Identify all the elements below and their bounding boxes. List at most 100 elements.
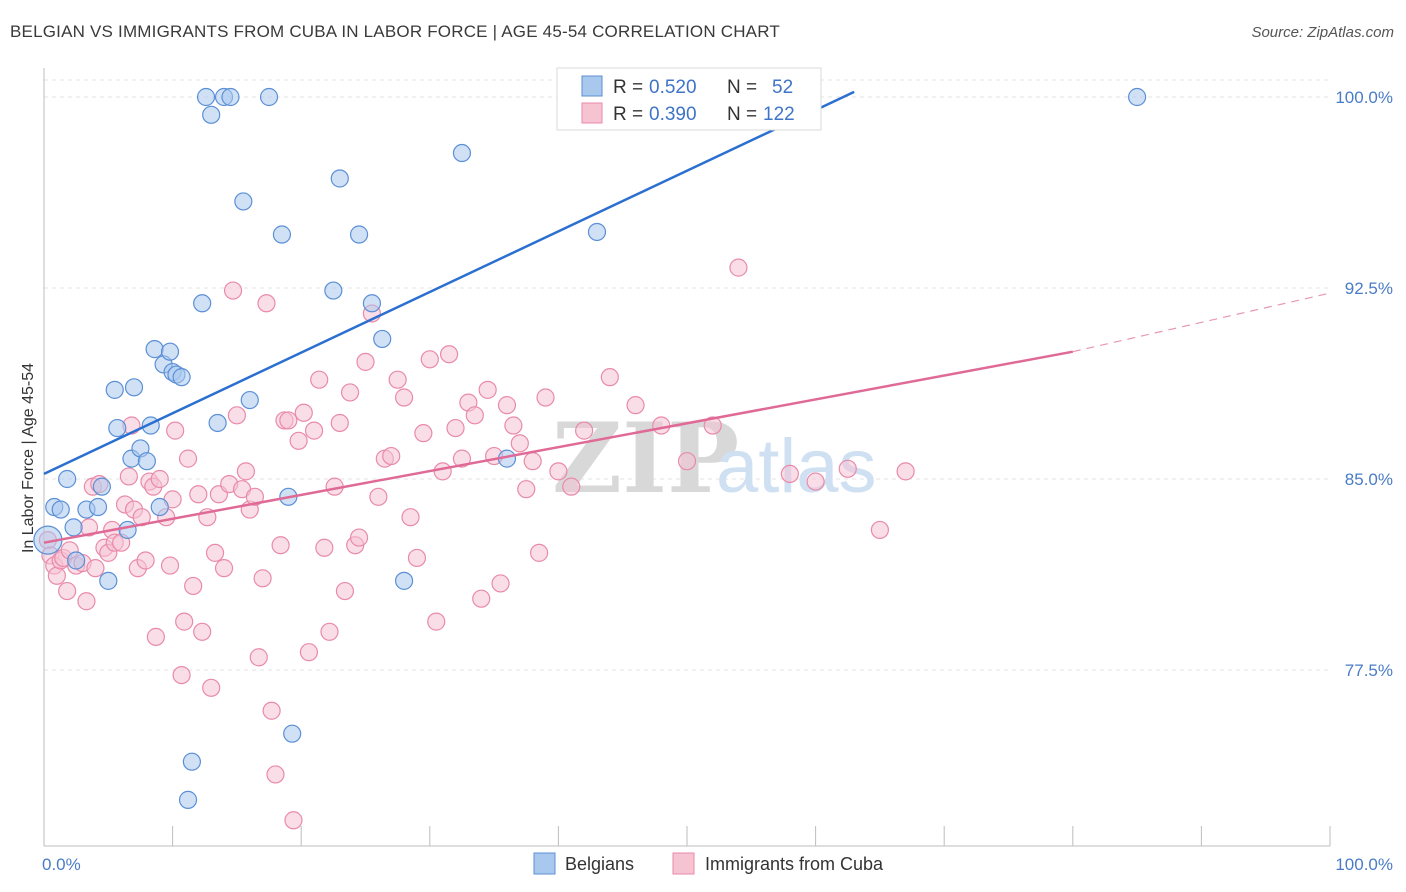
- belgians-point-39: [324, 281, 343, 300]
- legend-n-value-1: 52: [772, 77, 793, 98]
- trend-lines: [43, 90, 1331, 544]
- cuba-point-13: [86, 559, 105, 578]
- cuba-point-117: [896, 462, 915, 481]
- y-tick-label-2: 85.0%: [1345, 470, 1393, 489]
- cuba-point-29: [146, 627, 165, 646]
- belgians-point-43: [373, 329, 392, 349]
- cuba-point-89: [446, 418, 465, 438]
- cuba-point-90: [452, 449, 472, 468]
- cuba-point-97: [497, 396, 517, 415]
- cuba-point-55: [257, 294, 276, 313]
- bottom-legend-cuba: Immigrants from Cuba: [705, 854, 884, 874]
- x-tick-label-max: 100.0%: [1335, 855, 1393, 874]
- cuba-point-10: [77, 592, 96, 611]
- legend-swatch-cuba: [581, 102, 603, 124]
- cuba-point-86: [427, 612, 446, 631]
- cuba-point-66: [310, 370, 329, 389]
- cuba-point-93: [472, 589, 491, 608]
- cuba-point-113: [780, 464, 799, 484]
- axes: [43, 68, 1331, 847]
- watermark: ZIP atlas: [552, 402, 877, 515]
- y-axis-label: In Labor Force | Age 45-54: [20, 363, 37, 553]
- cuba-point-99: [510, 434, 529, 453]
- belgians-point-30: [208, 413, 227, 433]
- belgians-point-36: [272, 225, 292, 244]
- cuba-point-50: [236, 462, 256, 481]
- cuba-point-6: [58, 581, 77, 601]
- belgians-point-29: [202, 105, 221, 124]
- trend-line-1: [43, 350, 1074, 544]
- legend-r-value-2: 0.390: [649, 104, 697, 125]
- cuba-point-43: [205, 543, 225, 562]
- belgians-point-45: [452, 143, 472, 163]
- cuba-point-67: [315, 538, 334, 557]
- cuba-point-57: [266, 765, 285, 784]
- legend-r-value-1: 0.520: [649, 77, 697, 98]
- belgians-point-5: [67, 551, 86, 570]
- belgians-point-35: [259, 87, 279, 107]
- cuba-point-65: [304, 421, 324, 440]
- cuba-point-52: [245, 487, 265, 506]
- cuba-point-98: [504, 416, 523, 435]
- x-tick-label-min: 0.0%: [42, 855, 81, 874]
- cuba-point-39: [189, 485, 208, 504]
- series-cuba-points: [38, 258, 915, 830]
- cuba-point-114: [806, 472, 825, 491]
- cuba-point-104: [549, 462, 568, 481]
- cuba-point-58: [271, 536, 290, 555]
- belgians-point-26: [178, 790, 198, 809]
- cuba-point-82: [401, 508, 420, 527]
- belgians-point-19: [150, 497, 169, 517]
- belgians-point-2: [51, 500, 70, 519]
- belgians-point-8: [92, 477, 111, 496]
- cuba-point-71: [335, 581, 355, 601]
- cuba-point-101: [523, 452, 542, 471]
- belgians-point-27: [193, 294, 212, 313]
- cuba-point-34: [166, 421, 185, 440]
- gridlines: [44, 79, 1330, 671]
- cuba-point-26: [136, 551, 155, 570]
- cuba-point-109: [652, 416, 671, 435]
- cuba-point-96: [491, 574, 510, 593]
- cuba-point-102: [530, 543, 549, 562]
- cuba-point-40: [193, 622, 212, 641]
- cuba-point-106: [575, 421, 594, 440]
- cuba-point-72: [340, 383, 360, 402]
- cuba-point-94: [478, 380, 497, 399]
- bottom-legend-swatch-cuba: [672, 852, 695, 875]
- cuba-point-30: [150, 469, 169, 489]
- cuba-point-83: [407, 548, 427, 568]
- belgians-point-24: [172, 368, 191, 387]
- legend-n-value-2: 122: [763, 104, 795, 125]
- belgians-point-18: [145, 340, 164, 359]
- y-tick-label-3: 77.5%: [1345, 661, 1393, 680]
- cuba-point-88: [439, 345, 459, 364]
- cuba-point-48: [227, 406, 246, 425]
- belgians-point-40: [330, 169, 349, 188]
- cuba-point-45: [214, 559, 234, 578]
- cuba-point-60: [279, 411, 298, 430]
- cuba-point-3: [47, 566, 66, 585]
- belgians-point-47: [587, 222, 607, 242]
- belgians-point-42: [362, 294, 382, 313]
- chart-title: BELGIAN VS IMMIGRANTS FROM CUBA IN LABOR…: [10, 22, 780, 41]
- trend-line-0: [43, 90, 855, 476]
- belgians-point-34: [240, 390, 259, 410]
- x-tick-labels: 0.0% 100.0%: [42, 855, 1393, 874]
- cuba-point-56: [262, 701, 281, 720]
- belgians-point-7: [88, 497, 108, 517]
- cuba-point-77: [369, 487, 388, 506]
- legend-r-label-1: R =: [613, 77, 643, 98]
- belgians-point-9: [99, 571, 118, 590]
- cuba-point-84: [414, 424, 433, 443]
- series-legend: Belgians Immigrants from Cuba: [533, 852, 884, 875]
- cuba-point-74: [349, 528, 369, 547]
- source-credit: Source: ZipAtlas.com: [1251, 24, 1394, 41]
- belgians-point-41: [349, 225, 369, 244]
- cuba-point-87: [433, 462, 452, 481]
- cuba-point-80: [388, 370, 407, 389]
- cuba-point-79: [382, 446, 401, 466]
- cuba-point-68: [320, 622, 339, 641]
- cuba-point-64: [299, 643, 319, 662]
